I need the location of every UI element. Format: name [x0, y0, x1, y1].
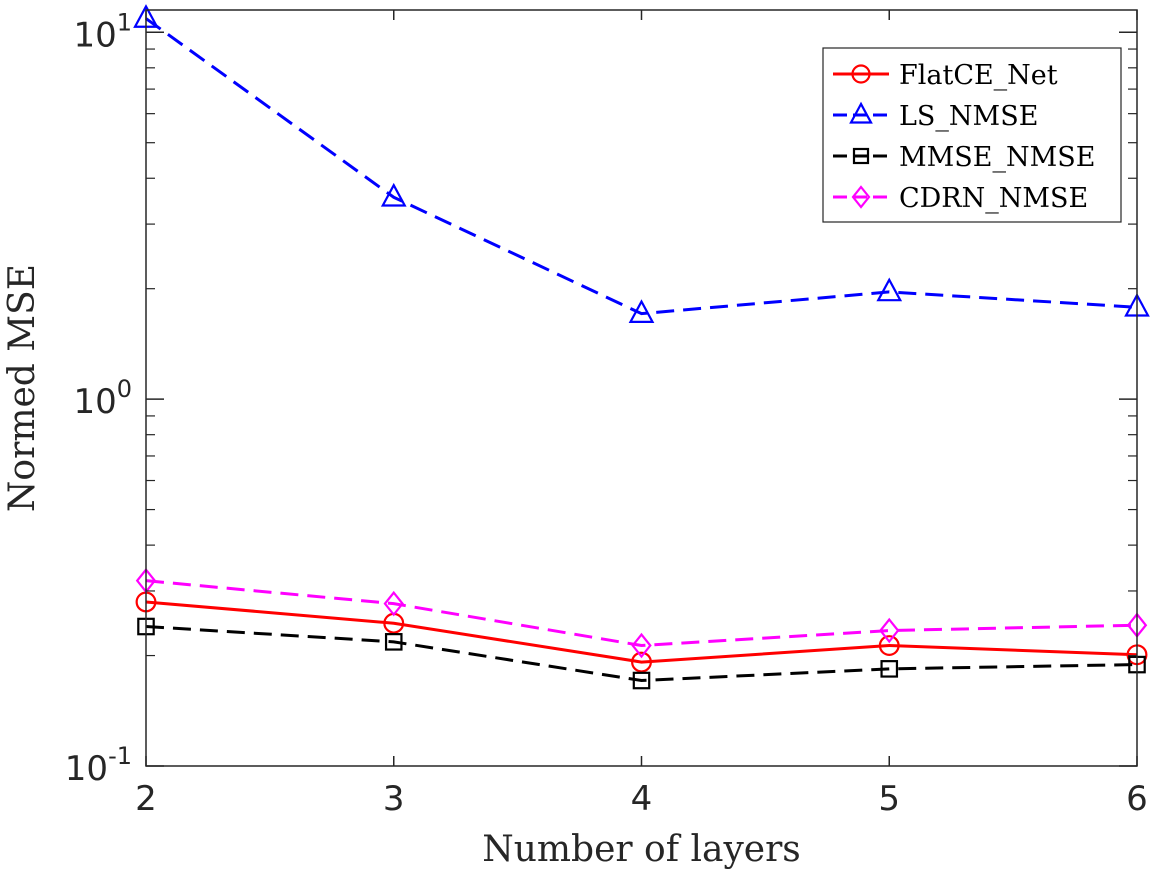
data-point	[878, 635, 900, 656]
y-tick-label: 100	[73, 375, 132, 422]
data-point	[876, 277, 903, 302]
data-point	[879, 617, 900, 644]
legend-box	[822, 47, 1122, 223]
legend-marker	[851, 64, 871, 84]
data-point	[880, 660, 899, 678]
series-line	[145, 625, 1138, 683]
legend-label: MMSE_NMSE	[899, 142, 1095, 173]
legend-marker	[851, 185, 871, 209]
series-line	[145, 600, 1138, 664]
series-ls-nmse	[133, 4, 1150, 324]
y-tick-exponent: 0	[117, 375, 132, 403]
y-tick-exponent: 1	[117, 8, 132, 36]
x-tick-label: 3	[383, 779, 405, 819]
series-line	[145, 579, 1138, 648]
data-point	[632, 671, 651, 690]
x-axis-title: Number of layers	[482, 829, 801, 870]
y-tick-base: 10	[73, 382, 116, 422]
data-point	[384, 633, 403, 651]
data-point	[631, 651, 652, 673]
x-tick-label: 6	[1126, 779, 1148, 819]
data-point	[631, 632, 652, 659]
legend-entry: MMSE_NMSE	[833, 142, 1095, 173]
y-axis-title: Normed MSE	[2, 264, 43, 512]
legend-entry: LS_NMSE	[833, 101, 1038, 132]
series-layer	[133, 4, 1150, 690]
legend-label: CDRN_NMSE	[899, 183, 1088, 214]
x-tick-label: 5	[878, 779, 900, 819]
y-tick-label: 101	[73, 8, 132, 55]
legend-marker	[849, 101, 873, 124]
x-tick-label: 2	[135, 779, 157, 819]
x-tick-label: 4	[631, 779, 653, 819]
y-tick-label: 10-1	[65, 742, 132, 789]
series-line	[145, 17, 1138, 316]
data-point	[628, 299, 655, 324]
y-tick-exponent: -1	[108, 742, 132, 770]
legend-label: FlatCE_Net	[899, 60, 1058, 91]
y-tick-base: 10	[65, 749, 108, 789]
data-point	[383, 590, 404, 617]
y-tick-base: 10	[73, 15, 116, 55]
legend: FlatCE_Net LS_NMSE MMSE_NMSE CDRN_NMSE	[822, 47, 1122, 223]
legend-marker	[852, 147, 870, 165]
legend-label: LS_NMSE	[899, 101, 1038, 132]
data-point	[380, 182, 407, 207]
legend-entry: CDRN_NMSE	[833, 183, 1088, 214]
legend-entry: FlatCE_Net	[833, 60, 1058, 91]
